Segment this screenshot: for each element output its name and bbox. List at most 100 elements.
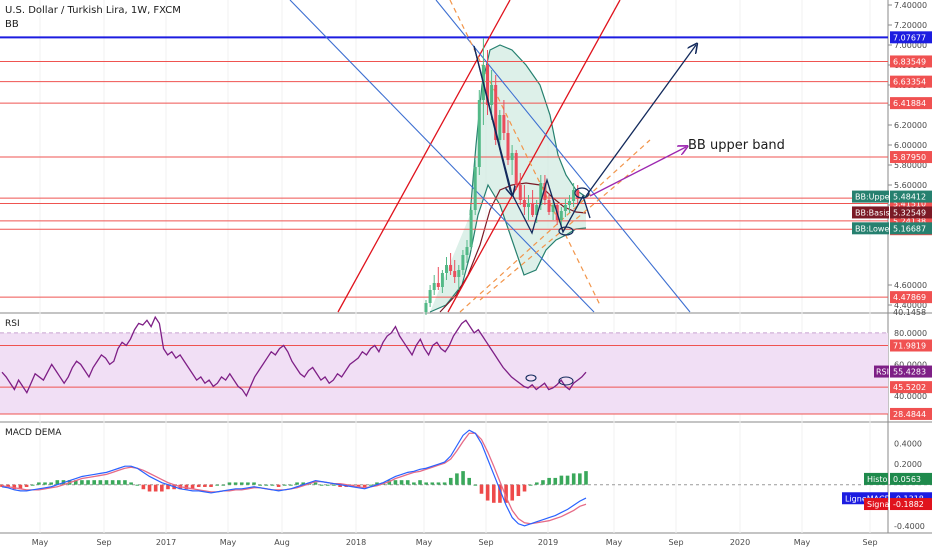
- bb-name-tag: [852, 222, 889, 235]
- candle-body: [547, 200, 551, 212]
- macd-histogram-bar: [166, 484, 170, 490]
- candle-body: [518, 185, 522, 200]
- macd-histogram-bar: [92, 480, 97, 485]
- blue-channel-line: [435, 0, 691, 313]
- price-tick-label: 7.00000: [894, 41, 927, 50]
- macd-histogram-bar: [227, 482, 232, 485]
- drawn-arrows[interactable]: [473, 45, 696, 236]
- macd-histogram-bar: [338, 484, 342, 487]
- price-tick-label: 4.40000: [894, 301, 927, 310]
- candle-body: [428, 290, 432, 303]
- macd-histogram-bar: [295, 482, 299, 485]
- macd-histogram-bar: [399, 480, 404, 485]
- rsi-circle-marker: [558, 376, 574, 386]
- rsi-tick-label: 80.0000: [894, 329, 927, 338]
- candle-body: [494, 85, 498, 140]
- macd-histogram-bar: [190, 484, 195, 490]
- macd-histogram-bar: [516, 484, 521, 497]
- time-tick-label: 2019: [538, 538, 558, 547]
- rsi-band-fill: [0, 332, 888, 414]
- time-tick-label: Sep: [478, 538, 493, 547]
- macd-histogram-bar: [282, 484, 287, 486]
- rsi-panel-label: RSI: [5, 319, 20, 329]
- candle-body: [572, 190, 576, 201]
- macd-name-tag: [864, 498, 888, 511]
- candle-body: [461, 255, 465, 270]
- macd-histogram-bar: [160, 484, 164, 492]
- candle-body: [576, 190, 580, 199]
- macd-histogram-bar: [98, 480, 103, 485]
- price-level-tag-label: 6.41884: [893, 99, 926, 108]
- time-tick-label: May: [794, 538, 811, 547]
- price-scale[interactable]: 7.400007.200007.000006.800006.600006.400…: [842, 1, 932, 531]
- rsi-value-tag: [890, 365, 932, 378]
- rsi-tick-label: 60.0000: [894, 360, 927, 369]
- macd-histogram-bar: [313, 482, 318, 485]
- time-tick-label: Sep: [96, 538, 111, 547]
- macd-histogram-bar: [153, 484, 158, 492]
- rsi-value-tag-label: 55.4283: [893, 368, 926, 377]
- macd-histogram-bar: [332, 484, 336, 486]
- macd-histogram-bar: [203, 484, 207, 487]
- macd-histogram-bar: [430, 482, 435, 485]
- bb-name-tag: [852, 206, 889, 219]
- candle-body: [563, 205, 567, 211]
- price-level-tag: [890, 291, 932, 304]
- macd-histogram-bar: [301, 482, 306, 485]
- candle-body: [506, 133, 510, 160]
- macd-histogram-bar: [412, 482, 416, 485]
- time-tick-label: Sep: [862, 538, 877, 547]
- macd-histogram-bar: [491, 484, 496, 503]
- time-axis[interactable]: May Sep 2017 May Aug 2018 May Sep 2019 May Sep 2020…: [32, 538, 878, 547]
- circle-marker: [574, 187, 590, 199]
- macd-histogram-bar: [528, 484, 533, 486]
- macd-histogram-bar: [221, 484, 226, 486]
- macd-histogram-bar: [510, 484, 515, 501]
- circle-marker: [558, 226, 574, 236]
- candle-body: [559, 211, 563, 220]
- horizontal-levels[interactable]: [0, 36, 888, 298]
- macd-histogram-bar: [12, 484, 17, 490]
- macd-histogram-bar: [110, 480, 115, 485]
- macd-histogram-bar: [37, 482, 41, 485]
- annotation-arrow: [589, 147, 686, 197]
- price-level-tag: [890, 31, 932, 44]
- bb-name-tag-label: BB:Lower: [855, 224, 893, 233]
- candle-body: [473, 167, 477, 210]
- macd-histogram-bar: [326, 484, 330, 486]
- macd-histogram-bar: [553, 477, 558, 485]
- macd-histogram-bar: [356, 484, 361, 487]
- candle-body: [551, 205, 555, 212]
- macd-histogram-bar: [522, 484, 527, 492]
- macd-histogram-bar: [246, 482, 250, 485]
- rsi-panel[interactable]: RSI: [0, 315, 888, 415]
- time-tick-label: May: [220, 538, 237, 547]
- macd-histogram-bar: [405, 480, 410, 485]
- price-panel[interactable]: [0, 0, 888, 315]
- macd-histogram-bar: [252, 482, 256, 485]
- blue-channel-line: [289, 0, 595, 313]
- macd-panel[interactable]: MACD DEMA: [0, 428, 932, 527]
- candle-body: [440, 273, 444, 287]
- macd-histogram-bar: [270, 484, 275, 486]
- macd-histogram-bar: [18, 484, 23, 490]
- macd-histogram-bar: [55, 480, 60, 485]
- annotation-text[interactable]: BB upper band: [688, 138, 785, 153]
- macd-tick-label: 0.2000: [894, 460, 922, 469]
- price-tick-label: 7.40000: [894, 1, 927, 10]
- candle-body: [424, 303, 428, 312]
- indicator-label-bb: BB: [5, 19, 19, 30]
- candle-body: [535, 205, 539, 215]
- macd-histogram-bar: [473, 484, 478, 486]
- macd-histogram-bar: [424, 482, 428, 485]
- price-level-tag-label: 5.87950: [893, 153, 926, 162]
- rsi-name-tag-label: RSI: [876, 368, 889, 377]
- candle-body: [453, 271, 457, 277]
- rsi-name-tag: [874, 365, 889, 378]
- macd-histogram-bar: [233, 482, 238, 485]
- down-arrow: [473, 45, 512, 194]
- time-tick-label: 2018: [346, 538, 366, 547]
- rsi-level-tag-label: 71.9819: [893, 341, 926, 350]
- macd-histogram-bar: [43, 482, 47, 485]
